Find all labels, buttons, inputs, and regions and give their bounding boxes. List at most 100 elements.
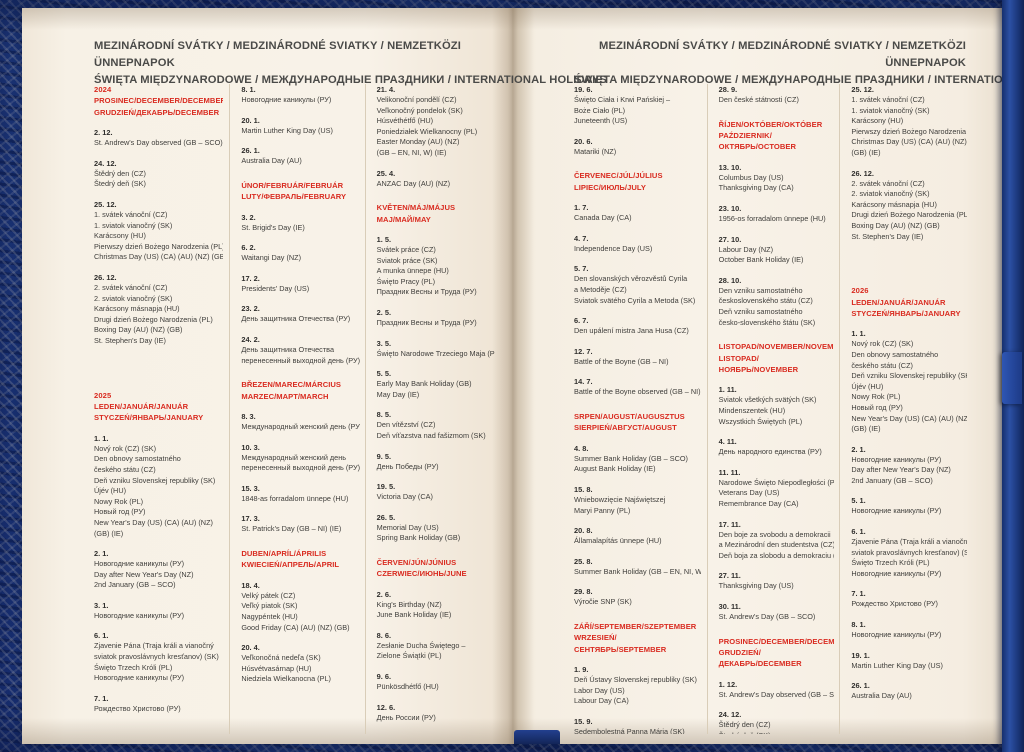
holiday-name-line: Karácsony (HU) — [851, 116, 904, 126]
holiday-name-line: Easter Monday (AU) (NZ) — [376, 137, 460, 147]
month-heading-line: ZÁŘÍ/SEPTEMBER/SZEPTEMBER — [574, 621, 697, 631]
holiday-name-line: Matariki (NZ) — [574, 146, 617, 156]
holiday-entry: 12. 7. Battle of the Boyne (GB – NI) — [574, 346, 701, 368]
holiday-name-line: Sviatok všetkých svätých (SK) — [718, 395, 817, 405]
holiday-date: 26. 1. — [851, 681, 870, 691]
holiday-date: 23. 10. — [718, 204, 742, 213]
month-heading-line: BŘEZEN/MAREC/MÁRCIUS — [241, 380, 342, 390]
holiday-entry: 26. 12. 2. svátek vánoční (CZ) 2. sviatok … — [851, 168, 967, 243]
holiday-date: 4. 7. — [574, 233, 589, 243]
month-heading: ČERVEN/JÚN/JÚNIUS CZERWIEC/ИЮНЬ/JUNE — [377, 557, 495, 580]
holiday-date: 12. 7. — [574, 346, 593, 356]
month-heading: LISTOPAD/NOVEMBER/NOVEMBERLISTOPAD/НОЯБР… — [719, 341, 835, 375]
holiday-column-2: 8. 1. Новогодние каникулы (РУ) 20. 1. Marti… — [229, 84, 360, 734]
holiday-date: 19. 5. — [376, 482, 396, 492]
holiday-name-line: Новый год (РУ) — [851, 402, 903, 412]
holiday-date: 1. 1. — [851, 329, 866, 339]
holiday-date: 13. 10. — [718, 162, 742, 172]
month-heading: BŘEZEN/MAREC/MÁRCIUS MARZEC/МАРТ/MARCH — [241, 379, 359, 402]
holiday-column-3: 21. 4. Velikonoční pondělí (CZ) Veľkonočný… — [364, 84, 495, 734]
holiday-date: 15. 8. — [574, 484, 593, 494]
holiday-date: 6. 2. — [241, 243, 256, 253]
holiday-name-line: Summer Bank Holiday (GB – SCO) — [574, 453, 688, 463]
holiday-name-line: День защитника Отечества — [241, 344, 335, 354]
holiday-date: 25. 12. — [94, 200, 117, 209]
holiday-name-line: Новогодние каникулы (РУ) — [851, 568, 942, 578]
holiday-entry: 12. 6. День России (РУ) — [377, 702, 495, 724]
holiday-name-line: Labour Day (CA) — [574, 696, 629, 706]
holiday-name-line: Deň vzniku samostatného — [718, 306, 803, 316]
holiday-date: 17. 11. — [718, 519, 741, 529]
holiday-entry: 30. 11. St. Andrew's Day (GB – SCO) — [719, 601, 835, 623]
month-heading-line: PROSINEC/DECEMBER/DECEMBER — [94, 96, 224, 106]
month-heading-line: ČERVEN/JÚN/JÚNIUS — [376, 557, 457, 567]
holiday-name-line: Niedziela Wielkanocna (PL) — [241, 674, 331, 684]
holiday-name-line: October Bank Holiday (IE) — [718, 255, 804, 265]
year-heading: 2026 — [851, 286, 869, 296]
holiday-date: 2. 5. — [376, 307, 392, 317]
holiday-entry: 1. 1. Nový rok (CZ) (SK) Den obnovy samost… — [851, 328, 967, 434]
holiday-name-line: Újév (HU) — [94, 486, 127, 496]
holiday-date: 3. 2. — [241, 212, 256, 222]
holiday-entry: 25. 8. Summer Bank Holiday (GB – EN, NI, … — [574, 556, 701, 578]
holiday-name-line: Poniedziałek Wielkanocny (PL) — [376, 126, 478, 136]
holiday-date: 1. 12. — [718, 679, 738, 689]
holiday-name-line: Australia Day (AU) — [241, 156, 302, 166]
holiday-date: 27. 11. — [718, 571, 741, 581]
holiday-date: 20. 4. — [241, 643, 260, 653]
holiday-entry: 2. 5. Праздник Весны и Труда (РУ) — [377, 307, 495, 329]
holiday-entry: 8. 3. Международный женский день (РУ) — [241, 411, 359, 433]
holiday-name-line: St. Andrew's Day observed (GB – SCO) — [718, 689, 835, 699]
holiday-date: 7. 1. — [851, 589, 866, 599]
holiday-name-line: Nový rok (CZ) (SK) — [94, 443, 157, 453]
holiday-name-line: Battle of the Boyne (GB – NI) — [574, 356, 669, 366]
holiday-name-line: sviatok pravoslávnych kresťanov) (SK) — [94, 652, 219, 662]
month-heading-line: LISTOPAD/NOVEMBER/NOVEMBER — [718, 342, 835, 352]
holiday-name-line: Australia Day (AU) — [851, 691, 912, 701]
holiday-name-line: Veľký piatok (SK) — [241, 601, 298, 611]
holiday-entry: 6. 1. Zjavenie Pána (Traja králi a vianoč… — [94, 630, 223, 683]
month-heading: ZÁŘÍ/SEPTEMBER/SZEPTEMBER WRZESIEŃ/СЕНТЯБ… — [574, 621, 701, 655]
holiday-entry: 24. 2. День защитника Отечества перенесенн… — [241, 334, 359, 366]
holiday-column-4: 19. 6. Święto Ciała i Krwi Pańskiej – Boże… — [574, 84, 701, 734]
holiday-name-line: Štedrý deň (SK) — [719, 731, 835, 734]
holiday-name-line: King's Birthday (NZ) — [376, 599, 442, 609]
holiday-entry: 3. 1. Новогодние каникулы (РУ) — [94, 600, 223, 622]
page-marker-tab[interactable] — [1002, 352, 1022, 404]
holiday-entry: 19. 5. Victoria Day (CA) — [377, 481, 495, 503]
holiday-name-line: Waitangi Day (NZ) — [241, 253, 302, 263]
holiday-entry: 24. 12.Štědrý den (CZ)Štedrý deň (SK) — [94, 158, 223, 190]
holiday-name-line: Day after New Year's Day (NZ) — [94, 569, 194, 579]
holiday-name-line: Święto Ciała i Krwi Pańskiej – — [574, 95, 671, 104]
holiday-date: 25. 4. — [376, 168, 396, 178]
holiday-name-line: (GB – EN, NI, W) (IE) — [376, 147, 447, 157]
month-heading-line: LUTY/ФЕВРАЛЬ/FEBRUARY — [241, 192, 347, 202]
holiday-name-line: Wszystkich Świętych (PL) — [718, 416, 803, 426]
holiday-column-6: 25. 12. 1. svátek vánoční (CZ) 1. sviatok … — [839, 84, 967, 734]
holiday-date: 26. 5. — [376, 512, 396, 522]
holiday-date: 20. 6. — [574, 136, 593, 146]
holiday-name-line: Święto Narodowe Trzeciego Maja (PL) — [376, 348, 495, 358]
holiday-name-line: День Победы (РУ) — [376, 461, 439, 471]
holiday-columns-right: 19. 6. Święto Ciała i Krwi Pańskiej – Boże… — [574, 84, 967, 734]
holiday-name-line: День России (РУ) — [376, 712, 436, 722]
holiday-entry: 3. 2. St. Brigid's Day (IE) — [241, 212, 359, 234]
holiday-entry: 2. 12. St. Andrew's Day observed (GB – SC… — [94, 127, 223, 149]
holiday-date: 19. 6. — [574, 85, 593, 94]
holiday-date: 6. 7. — [574, 316, 589, 326]
holiday-date: 5. 1. — [851, 496, 866, 506]
holiday-name-line: 1848-as forradalom ünnepe (HU) — [241, 493, 349, 503]
holiday-name-line: Martin Luther King Day (US) — [851, 660, 943, 670]
holiday-name-line: česko-slovenského štátu (SK) — [718, 317, 816, 327]
holiday-date: 26. 12. — [94, 272, 117, 282]
holiday-name-line: St. Patrick's Day (GB – NI) (IE) — [241, 524, 342, 534]
closure-clasp[interactable] — [514, 730, 560, 744]
header-line-1-right: MEZINÁRODNÍ SVÁTKY / MEDZINÁRODNÉ SVIATK… — [599, 40, 966, 69]
holiday-name-line: Veterans Day (US) — [718, 488, 780, 498]
holiday-entry: 21. 4. Velikonoční pondělí (CZ) Veľkonočný… — [377, 84, 495, 159]
holiday-name-line: Štědrý den (CZ) — [718, 720, 771, 730]
holiday-name-line: Velikonoční pondělí (CZ) — [376, 95, 457, 104]
holiday-entry: 25. 12. 1. svátek vánoční (CZ) 1. sviatok … — [851, 84, 967, 159]
holiday-name-line: Deň boja za slobodu a demokraciu (SK) — [718, 550, 835, 560]
